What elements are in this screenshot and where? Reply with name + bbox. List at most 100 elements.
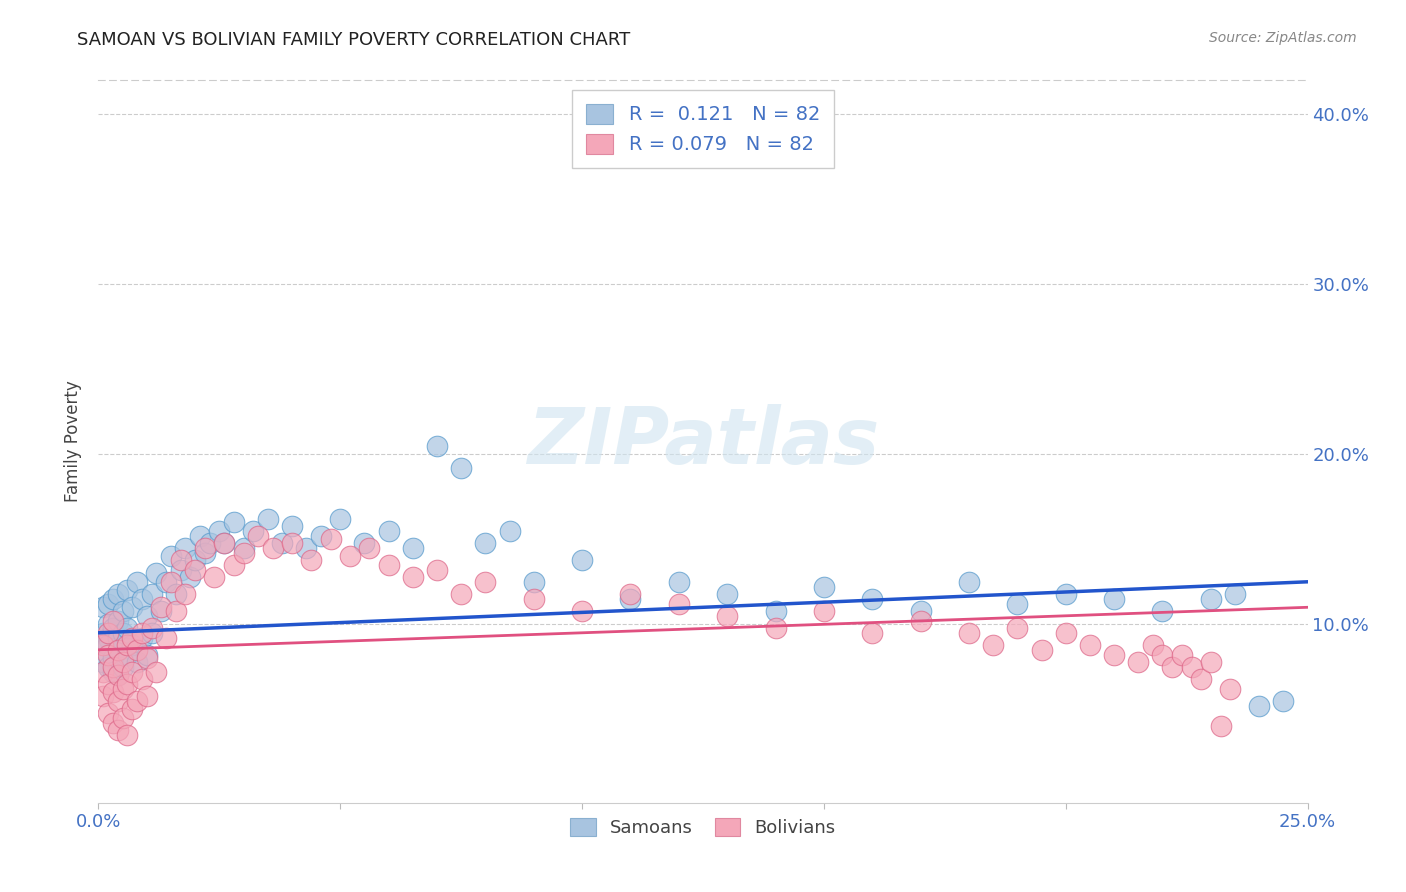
Point [232, 541, 254, 555]
Point [97, 625, 120, 640]
Point [188, 529, 211, 543]
Point [1054, 625, 1077, 640]
Point [117, 677, 139, 691]
Point [141, 625, 163, 640]
Point [121, 638, 143, 652]
Point [107, 631, 129, 645]
Point [101, 651, 124, 665]
Point [1171, 648, 1194, 662]
Point [474, 535, 496, 549]
Point [131, 625, 153, 640]
Point [309, 529, 332, 543]
Point [402, 541, 425, 555]
Point [121, 702, 143, 716]
Point [222, 558, 245, 572]
Text: Source: ZipAtlas.com: Source: ZipAtlas.com [1209, 31, 1357, 45]
Point [1007, 597, 1029, 611]
Point [91, 665, 114, 679]
Point [426, 563, 449, 577]
Point [1152, 648, 1174, 662]
Point [165, 604, 187, 618]
Point [91, 600, 114, 615]
Point [208, 524, 231, 538]
Point [101, 685, 124, 699]
Point [141, 587, 163, 601]
Point [271, 535, 294, 549]
Point [353, 535, 375, 549]
Point [981, 638, 1004, 652]
Point [169, 563, 191, 577]
Point [295, 541, 318, 555]
Point [1102, 591, 1125, 606]
Point [121, 665, 143, 679]
Point [131, 672, 153, 686]
Point [262, 541, 284, 555]
Point [1007, 621, 1029, 635]
Point [107, 668, 129, 682]
Point [957, 574, 980, 589]
Point [256, 512, 278, 526]
Point [212, 535, 235, 549]
Point [860, 591, 883, 606]
Point [117, 583, 139, 598]
Point [107, 614, 129, 628]
Point [91, 689, 114, 703]
Y-axis label: Family Poverty: Family Poverty [65, 381, 83, 502]
Point [198, 535, 221, 549]
Point [619, 591, 641, 606]
Point [1199, 591, 1222, 606]
Text: ZIPatlas: ZIPatlas [527, 403, 879, 480]
Point [107, 587, 129, 601]
Point [1031, 642, 1053, 657]
Point [860, 625, 883, 640]
Point [174, 587, 197, 601]
Point [1180, 660, 1202, 674]
Point [107, 642, 129, 657]
Point [329, 512, 352, 526]
Point [523, 574, 546, 589]
Point [150, 604, 173, 618]
Point [1249, 698, 1271, 713]
Point [135, 651, 157, 665]
Point [910, 604, 932, 618]
Point [668, 574, 690, 589]
Point [97, 660, 120, 674]
Point [111, 681, 134, 696]
Point [121, 600, 143, 615]
Point [498, 524, 520, 538]
Point [1078, 638, 1101, 652]
Point [957, 625, 980, 640]
Point [150, 600, 173, 615]
Point [91, 655, 114, 669]
Point [135, 608, 157, 623]
Point [131, 591, 153, 606]
Point [111, 711, 134, 725]
Point [523, 591, 546, 606]
Point [1223, 587, 1246, 601]
Point [222, 516, 245, 530]
Point [141, 621, 163, 635]
Point [107, 694, 129, 708]
Point [117, 728, 139, 742]
Point [91, 638, 114, 652]
Point [1102, 648, 1125, 662]
Point [1199, 655, 1222, 669]
Point [619, 587, 641, 601]
Point [813, 580, 835, 594]
Point [765, 604, 787, 618]
Point [716, 587, 738, 601]
Point [101, 660, 124, 674]
Point [339, 549, 361, 564]
Point [91, 642, 114, 657]
Point [111, 660, 134, 674]
Point [765, 621, 787, 635]
Point [97, 648, 120, 662]
Point [101, 665, 124, 679]
Point [127, 694, 149, 708]
Point [169, 552, 191, 566]
Point [91, 625, 114, 640]
Point [450, 587, 472, 601]
Point [1142, 638, 1164, 652]
Point [101, 621, 124, 635]
Point [155, 574, 177, 589]
